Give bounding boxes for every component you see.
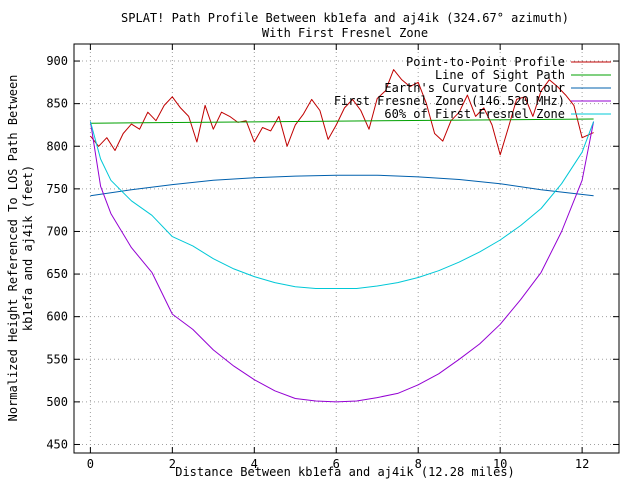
y-axis-label-line1: Normalized Height Referenced To LOS Path… [6,75,20,422]
x-tick-label: 0 [87,457,94,471]
series-group [89,69,595,403]
legend-label: First Fresnel Zone (146.520 MHz) [334,94,565,108]
y-tick-label: 850 [46,97,68,111]
y-tick-label: 600 [46,310,68,324]
x-tick-label: 6 [333,457,340,471]
legend-label: Line of Sight Path [435,68,565,82]
series-line-2 [90,118,594,124]
y-tick-label: 550 [46,352,68,366]
legend-label: Point-to-Point Profile [406,55,565,69]
x-tick-label: 4 [251,457,258,471]
y-tick-label: 750 [46,182,68,196]
x-tick-label: 12 [575,457,589,471]
series-line-5 [89,121,595,289]
series-line-1 [90,69,594,156]
chart-title: SPLAT! Path Profile Between kb1efa and a… [121,11,569,25]
legend-label: 60% of First Fresnel Zone [384,107,565,121]
x-axis-label: Distance Between kb1efa and aj4ik (12.28… [175,465,515,479]
y-tick-label: 650 [46,267,68,281]
x-tick-label: 8 [415,457,422,471]
x-tick-label: 10 [493,457,507,471]
plot-frame [73,43,620,454]
chart-subtitle: With First Fresnel Zone [262,26,428,40]
y-tick-label: 800 [46,139,68,153]
axis-ticks: 0 2 4 6 8 10 12 450 500 550 600 650 700 750 800 850 900 [46,44,619,471]
y-tick-label: 900 [46,54,68,68]
y-axis-label-line2: kb1efa and aj4ik (feet) [21,165,35,331]
series-line-3 [90,174,594,197]
y-tick-label: 450 [46,437,68,451]
x-tick-label: 2 [169,457,176,471]
grid [74,44,619,453]
y-tick-label: 700 [46,224,68,238]
legend-label: Earth's Curvature Contour [384,81,565,95]
y-tick-label: 500 [46,395,68,409]
series-line-4 [89,121,595,403]
